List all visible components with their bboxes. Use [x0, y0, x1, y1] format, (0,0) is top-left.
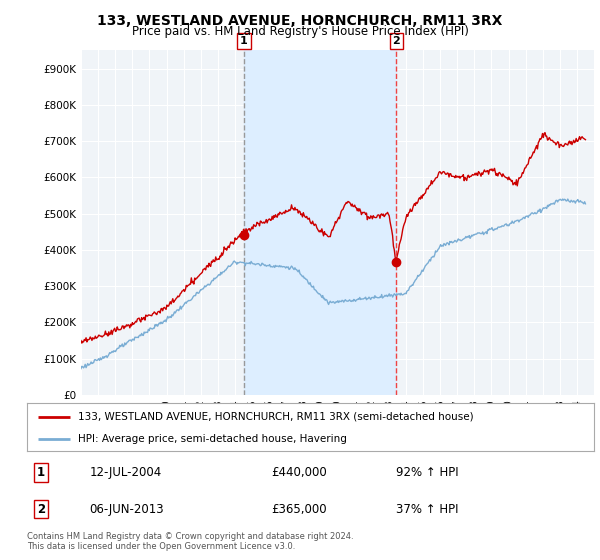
- Text: 37% ↑ HPI: 37% ↑ HPI: [395, 502, 458, 516]
- Text: Price paid vs. HM Land Registry's House Price Index (HPI): Price paid vs. HM Land Registry's House …: [131, 25, 469, 38]
- Text: 1: 1: [240, 36, 248, 46]
- Text: 133, WESTLAND AVENUE, HORNCHURCH, RM11 3RX (semi-detached house): 133, WESTLAND AVENUE, HORNCHURCH, RM11 3…: [78, 412, 473, 422]
- Text: 92% ↑ HPI: 92% ↑ HPI: [395, 466, 458, 479]
- Text: Contains HM Land Registry data © Crown copyright and database right 2024.
This d: Contains HM Land Registry data © Crown c…: [27, 532, 353, 552]
- Bar: [244, 50, 396, 395]
- Text: HPI: Average price, semi-detached house, Havering: HPI: Average price, semi-detached house,…: [78, 434, 347, 444]
- Text: £440,000: £440,000: [271, 466, 326, 479]
- Text: 12-JUL-2004: 12-JUL-2004: [89, 466, 161, 479]
- Text: 06-JUN-2013: 06-JUN-2013: [89, 502, 164, 516]
- Text: 2: 2: [37, 502, 45, 516]
- Text: 2: 2: [392, 36, 400, 46]
- Text: 133, WESTLAND AVENUE, HORNCHURCH, RM11 3RX: 133, WESTLAND AVENUE, HORNCHURCH, RM11 3…: [97, 14, 503, 28]
- Text: 1: 1: [37, 466, 45, 479]
- Text: £365,000: £365,000: [271, 502, 326, 516]
